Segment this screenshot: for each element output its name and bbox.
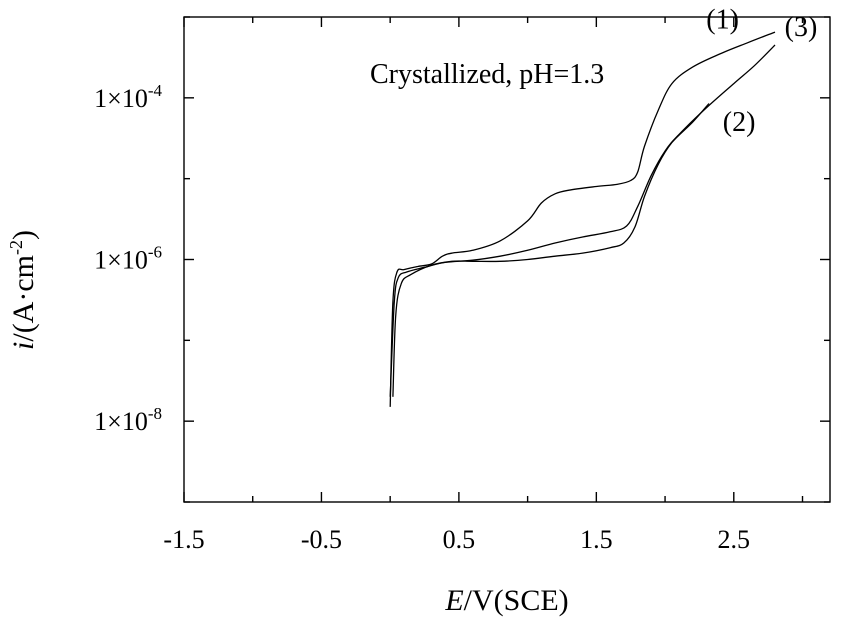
curve-3	[389, 44, 776, 397]
y-tick-exponent: -6	[148, 243, 162, 262]
y-tick-label: 1×10-6	[94, 243, 162, 275]
y-tick-label: 1×10-4	[94, 81, 162, 113]
y-tick-label: 1×10-8	[94, 404, 162, 436]
curves	[389, 31, 776, 407]
y-axis-label: i/(A·cm-2)	[6, 230, 40, 350]
curve-2	[392, 103, 710, 397]
y-axis-label-unit: /(A·cm	[7, 255, 40, 342]
y-axis-label-close: )	[7, 230, 40, 240]
x-tick-label: 2.5	[718, 525, 751, 554]
x-axis-label-unit: /V(SCE)	[464, 584, 569, 617]
curve-1	[389, 31, 776, 407]
chart-annotation: Crystallized, pH=1.3	[370, 59, 604, 90]
y-axis-label-symbol: i	[7, 342, 40, 350]
y-tick-mantissa: 1×10	[94, 84, 148, 113]
y-axis-ticks: 1×10-81×10-61×10-4	[94, 16, 830, 503]
curve-labels: (1) (2) (3)	[706, 5, 817, 138]
x-tick-label: 1.5	[580, 525, 613, 554]
x-axis-ticks: -1.5 -0.5 0.5 1.5 2.5	[163, 17, 804, 554]
x-tick-label: 0.5	[443, 525, 476, 554]
curve-label-2: (2)	[723, 107, 756, 138]
x-tick-label: -0.5	[301, 525, 342, 554]
x-axis-label: E/V(SCE)	[444, 584, 568, 617]
curve-label-1: (1)	[706, 5, 739, 36]
x-tick-label: -1.5	[163, 525, 204, 554]
y-tick-exponent: -4	[148, 81, 163, 100]
curve-label-3: (3)	[785, 12, 818, 43]
y-tick-exponent: -8	[148, 404, 162, 423]
x-axis-label-symbol: E	[444, 584, 463, 617]
y-tick-mantissa: 1×10	[94, 246, 148, 275]
y-axis-label-exponent: -2	[6, 240, 26, 255]
y-tick-mantissa: 1×10	[94, 407, 148, 436]
